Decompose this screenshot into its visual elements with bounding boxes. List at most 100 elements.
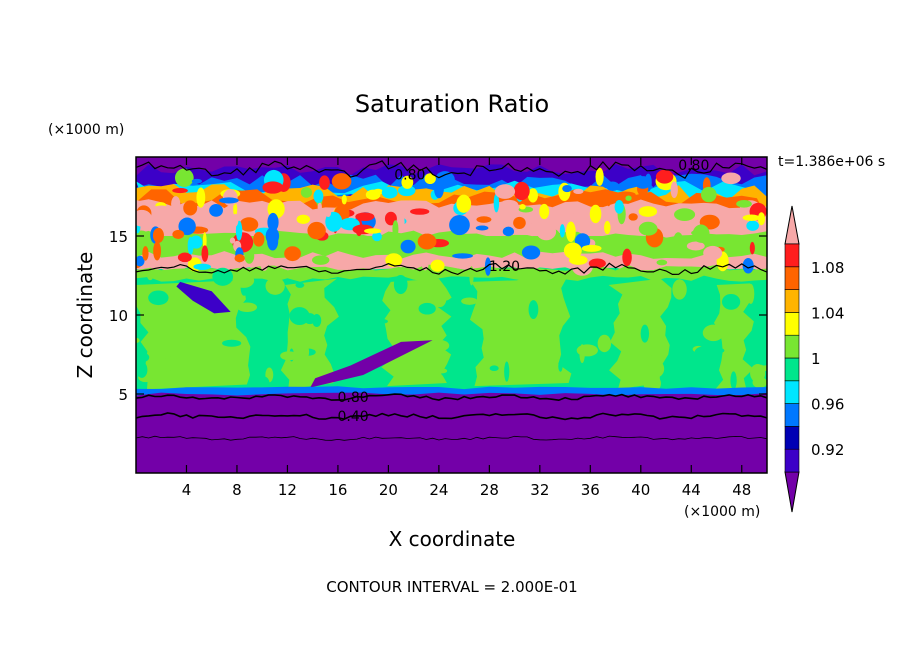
contour-interval-footer: CONTOUR INTERVAL = 2.000E-01 bbox=[326, 578, 577, 596]
field-speckle bbox=[565, 221, 576, 242]
colorbar-segment bbox=[784, 289, 800, 313]
field-speckle bbox=[212, 267, 234, 286]
field-speckle bbox=[296, 214, 311, 224]
field-speckle bbox=[424, 173, 436, 185]
field-speckle bbox=[634, 176, 652, 189]
field-speckle bbox=[237, 302, 258, 313]
field-speckle bbox=[614, 199, 624, 214]
field-speckle bbox=[689, 325, 695, 343]
saturation-field bbox=[136, 157, 767, 473]
field-speckle bbox=[410, 208, 430, 215]
field-speckle bbox=[400, 239, 416, 254]
field-speckle bbox=[317, 202, 322, 213]
field-speckle bbox=[655, 169, 674, 184]
colorbar-label: 1 bbox=[811, 350, 821, 368]
field-speckle bbox=[702, 324, 725, 342]
field-speckle bbox=[576, 344, 598, 357]
field-speckle bbox=[153, 241, 162, 261]
field-speckle bbox=[312, 314, 322, 328]
field-speckle bbox=[670, 181, 678, 199]
colorbar-segment bbox=[784, 426, 800, 450]
field-speckle bbox=[319, 175, 330, 190]
field-region bbox=[136, 390, 767, 473]
field-speckle bbox=[357, 328, 372, 344]
field-speckle bbox=[747, 283, 755, 304]
field-speckle bbox=[670, 343, 689, 351]
field-speckle bbox=[152, 227, 164, 244]
field-speckle bbox=[191, 178, 203, 184]
field-speckle bbox=[513, 216, 526, 230]
field-speckle bbox=[561, 207, 577, 215]
field-speckle bbox=[355, 212, 375, 221]
y-tick-label: 15 bbox=[109, 228, 128, 246]
field-speckle bbox=[476, 216, 492, 223]
field-speckle bbox=[673, 232, 684, 252]
field-speckle bbox=[177, 252, 192, 263]
field-speckle bbox=[136, 209, 152, 227]
contour-line bbox=[136, 393, 767, 402]
field-speckle bbox=[563, 242, 582, 259]
colorbar-label: 1.08 bbox=[811, 259, 844, 277]
contour-label: 0.80 bbox=[678, 158, 709, 174]
field-speckle bbox=[742, 214, 761, 221]
field-speckle bbox=[502, 226, 515, 237]
field-speckle bbox=[628, 213, 638, 221]
colorbar-segment bbox=[784, 334, 800, 359]
field-speckle bbox=[736, 199, 752, 208]
field-speckle bbox=[656, 259, 668, 266]
x-tick-label: 28 bbox=[480, 481, 499, 499]
field-speckle bbox=[461, 297, 478, 305]
field-speckle bbox=[606, 196, 611, 207]
field-speckle bbox=[222, 339, 242, 347]
field-intrusion bbox=[176, 281, 231, 314]
field-speckle bbox=[234, 254, 245, 263]
field-speckle bbox=[576, 368, 593, 390]
field-speckle bbox=[402, 328, 419, 341]
field-speckle bbox=[244, 248, 255, 264]
field-speckle bbox=[525, 369, 546, 382]
field-speckle bbox=[595, 167, 604, 186]
field-speckle bbox=[562, 184, 572, 193]
field-speckle bbox=[267, 232, 279, 251]
field-speckle bbox=[416, 217, 438, 234]
field-patch bbox=[713, 283, 754, 390]
field-speckle bbox=[530, 222, 538, 234]
field-speckle bbox=[300, 187, 313, 198]
field-speckle bbox=[694, 346, 712, 360]
field-speckle bbox=[757, 348, 767, 366]
field-speckle bbox=[648, 360, 665, 378]
field-speckle bbox=[576, 320, 592, 339]
field-speckle bbox=[172, 188, 188, 194]
colorbar-segment bbox=[784, 380, 800, 404]
x-axis-label: X coordinate bbox=[389, 527, 516, 551]
field-speckle bbox=[209, 204, 223, 217]
field-band bbox=[136, 264, 767, 282]
field-speckle bbox=[183, 200, 198, 216]
field-speckle bbox=[581, 244, 602, 252]
field-speckle bbox=[721, 293, 741, 310]
field-speckle bbox=[728, 208, 738, 216]
x-tick-label: 44 bbox=[682, 481, 701, 499]
field-speckle bbox=[401, 175, 414, 189]
colorbar-segment bbox=[784, 448, 800, 473]
colorbar-segment bbox=[784, 243, 800, 268]
field-speckle bbox=[307, 221, 326, 240]
field-speckle bbox=[527, 188, 538, 203]
field-speckle bbox=[703, 245, 723, 261]
field-speckle bbox=[372, 231, 382, 242]
field-speckle bbox=[232, 213, 239, 227]
field-speckle bbox=[513, 279, 532, 295]
contour-line bbox=[136, 412, 767, 421]
field-speckle bbox=[449, 214, 470, 236]
field-speckle bbox=[638, 221, 658, 236]
field-speckle bbox=[142, 246, 149, 261]
field-speckle bbox=[437, 368, 448, 374]
colorbar-segment bbox=[784, 266, 800, 290]
colorbar-label: 1.04 bbox=[811, 304, 844, 322]
field-speckle bbox=[484, 257, 492, 276]
colorbar-label: 0.92 bbox=[811, 441, 844, 459]
field-speckle bbox=[172, 229, 185, 239]
field-speckle bbox=[558, 360, 563, 372]
field-speckle bbox=[418, 315, 434, 321]
field-speckle bbox=[381, 186, 398, 199]
